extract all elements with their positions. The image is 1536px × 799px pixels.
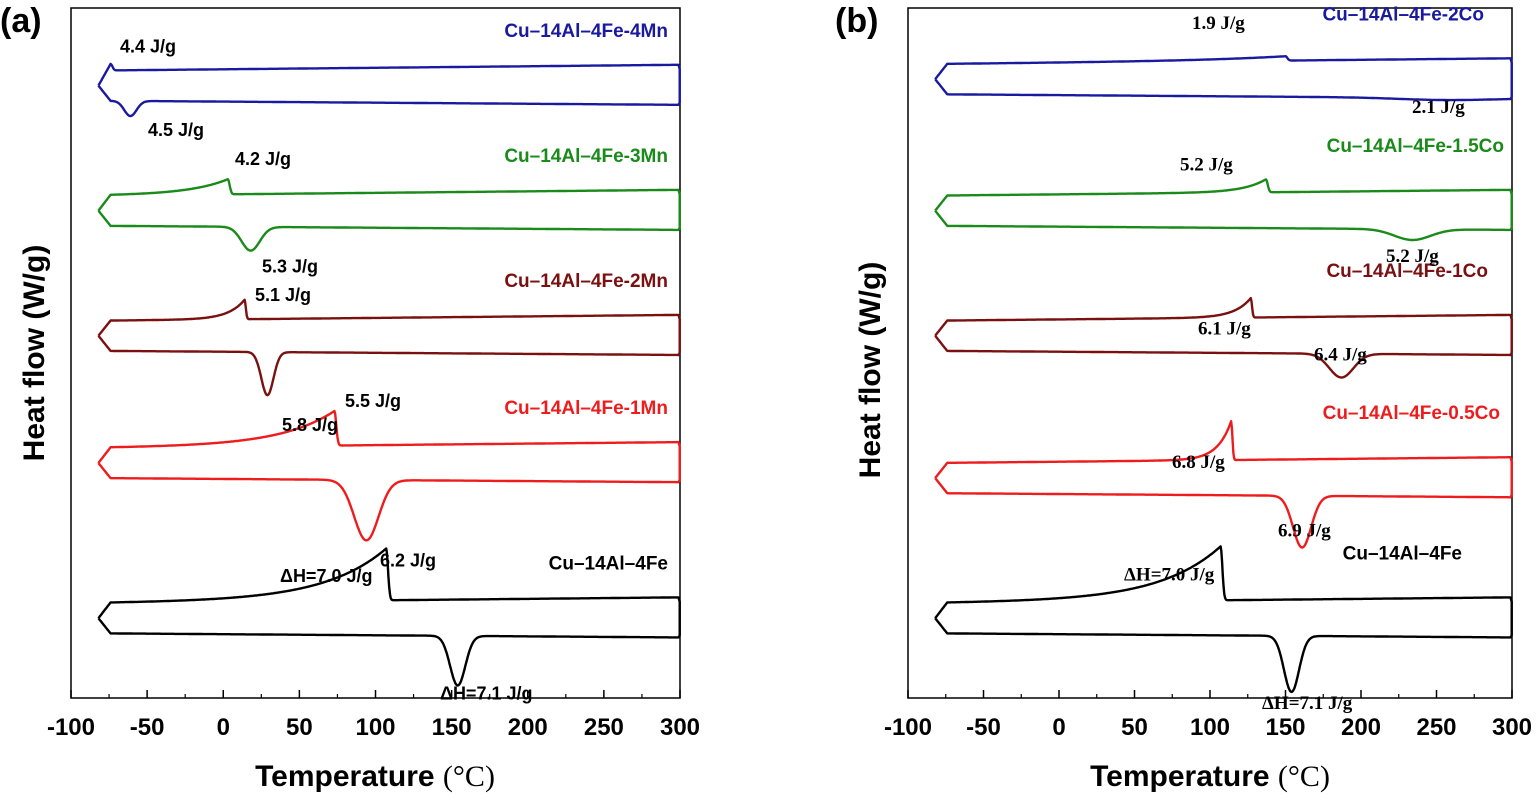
panel-a-series-2-cooling-enthalpy: 5.8 J/g xyxy=(282,415,338,435)
panel-b-label: (b) xyxy=(835,2,878,40)
panel-b-x-ticks: -100 -50 0 50 100 150 200 250 300 xyxy=(884,690,1532,741)
panel-b-series-4-heating-enthalpy: ΔH=7.0 J/g xyxy=(1124,565,1215,586)
panel-a-series-2-label: Cu–14Al–4Fe-2Mn xyxy=(504,271,668,292)
panel-b-series-2-cooling-enthalpy: 6.4 J/g xyxy=(1314,344,1367,365)
panel-a-series-0-label: Cu–14Al–4Fe-4Mn xyxy=(504,21,668,42)
panel-a-series-3-heating-enthalpy: 5.5 J/g xyxy=(345,391,401,411)
panel-a-curves xyxy=(97,62,681,687)
panel-b-x-tick-label-6: 200 xyxy=(1341,714,1381,741)
panel-a-series-0-heating-enthalpy: 4.4 J/g xyxy=(120,36,176,56)
panel-a-series-1-curve xyxy=(97,178,681,252)
panel-b-series-labels: Cu–14Al–4Fe-2Co Cu–14Al–4Fe-1.5Co Cu–14Al–… xyxy=(1322,4,1504,564)
panel-a: (a) -100 -50 0 50 100 150 200 250 300 Cu–14Al–4F… xyxy=(0,2,700,793)
panel-b-x-tick-label-3: 50 xyxy=(1121,714,1148,741)
panel-a-series-3-curve xyxy=(97,409,681,542)
panel-a-x-ticks: -100 -50 0 50 100 150 200 250 300 xyxy=(47,690,700,741)
panel-b-series-0-cooling-enthalpy: 2.1 J/g xyxy=(1412,97,1465,118)
panel-a-x-tick-label-8: 300 xyxy=(660,714,700,741)
panel-a-series-1-label: Cu–14Al–4Fe-3Mn xyxy=(504,146,668,167)
panel-b-x-tick-label-4: 100 xyxy=(1190,714,1230,741)
panel-a-series-0-cooling-enthalpy: 4.5 J/g xyxy=(148,120,204,140)
panel-a-series-4-cooling-enthalpy: ΔH=7.1 J/g xyxy=(440,683,532,703)
panel-b-x-axis-title: Temperature xyxy=(1090,760,1270,793)
panel-b-series-1-heating-enthalpy: 5.2 J/g xyxy=(1180,155,1233,176)
panel-b-x-tick-label-2: 0 xyxy=(1052,714,1065,741)
panel-a-x-axis-unit-open: ( xyxy=(443,760,453,793)
panel-a-series-4-curve xyxy=(97,547,681,687)
panel-a-x-tick-label-3: 50 xyxy=(286,714,313,741)
panel-b-series-0-label: Cu–14Al–4Fe-2Co xyxy=(1322,4,1484,25)
panel-b-x-tick-label-8: 300 xyxy=(1492,714,1532,741)
panel-a-series-labels: Cu–14Al–4Fe-4Mn Cu–14Al–4Fe-3Mn Cu–14Al–4F… xyxy=(504,21,668,575)
panel-b-series-3-heating-enthalpy: 6.8 J/g xyxy=(1172,452,1225,473)
panel-a-label: (a) xyxy=(0,2,42,40)
panel-a-series-2-heating-enthalpy: 5.1 J/g xyxy=(255,285,311,305)
panel-a-x-tick-label-7: 250 xyxy=(584,714,624,741)
panel-a-series-4-heating-enthalpy: ΔH=7.0 J/g xyxy=(280,566,372,586)
panel-a-x-axis-unit-close: ) xyxy=(485,760,495,793)
panel-b-x-tick-label-0: -100 xyxy=(884,714,932,741)
panel-b-series-3-cooling-enthalpy: 6.9 J/g xyxy=(1278,521,1331,542)
panel-b-series-4-label: Cu–14Al–4Fe xyxy=(1343,543,1462,564)
panel-a-series-4-label: Cu–14Al–4Fe xyxy=(549,553,668,574)
panel-a-series-3-cooling-enthalpy: 6.2 J/g xyxy=(380,550,436,570)
panel-b-series-0-curve xyxy=(934,55,1513,102)
panel-b-series-1-cooling-enthalpy: 5.2 J/g xyxy=(1386,246,1439,267)
panel-a-x-tick-label-2: 0 xyxy=(217,714,230,741)
panel-a-x-tick-label-1: -50 xyxy=(130,714,165,741)
panel-a-enthalpy-labels: 4.4 J/g 4.5 J/g 4.2 J/g 5.3 J/g 5.1 J/g 5.8 J… xyxy=(120,36,532,703)
panel-b-x-tick-label-5: 150 xyxy=(1265,714,1305,741)
panel-a-series-1-heating-enthalpy: 4.2 J/g xyxy=(235,149,291,169)
panel-b-series-3-curve xyxy=(934,420,1513,549)
panel-b-series-1-label: Cu–14Al–4Fe-1.5Co xyxy=(1327,136,1504,157)
panel-a-x-tick-label-5: 150 xyxy=(432,714,472,741)
panel-b-series-1-curve xyxy=(934,178,1513,242)
panel-b-x-tick-label-1: -50 xyxy=(966,714,1001,741)
panel-a-x-axis-title: Temperature xyxy=(255,760,435,793)
panel-a-y-axis-label: Heat flow (W/g) xyxy=(18,245,51,462)
panel-a-x-tick-label-6: 200 xyxy=(508,714,548,741)
panel-b-series-4-curve xyxy=(934,545,1513,694)
panel-a-x-tick-label-4: 100 xyxy=(355,714,395,741)
panel-b-x-tick-label-7: 250 xyxy=(1416,714,1456,741)
panel-a-x-axis-unit: °C xyxy=(453,760,485,793)
panel-b-series-2-label: Cu–14Al–4Fe-1Co xyxy=(1326,261,1488,282)
panel-b-x-axis-unit: °C xyxy=(1288,760,1320,793)
panel-b-series-2-curve xyxy=(934,296,1513,379)
panel-b-series-0-heating-enthalpy: 1.9 J/g xyxy=(1192,13,1245,34)
panel-a-series-3-label: Cu–14Al–4Fe-1Mn xyxy=(504,398,668,419)
panel-a-x-tick-label-0: -100 xyxy=(47,714,95,741)
panel-a-series-1-cooling-enthalpy: 5.3 J/g xyxy=(262,257,318,277)
panel-a-series-0-curve xyxy=(97,62,681,118)
panel-b-series-3-label: Cu–14Al–4Fe-0.5Co xyxy=(1323,403,1500,424)
panel-b-series-4-cooling-enthalpy: ΔH=7.1 J/g xyxy=(1262,693,1353,714)
panel-b-enthalpy-labels: 1.9 J/g 2.1 J/g 5.2 J/g 5.2 J/g 6.1 J/g 6.4 J… xyxy=(1124,13,1465,714)
panel-b-series-2-heating-enthalpy: 6.1 J/g xyxy=(1198,318,1251,339)
panel-b-curves xyxy=(934,55,1513,694)
panel-a-x-axis-label: Temperature (°C) xyxy=(255,760,495,793)
panel-b-x-axis-unit-open: ( xyxy=(1278,760,1288,793)
panel-b: (b) -100 -50 0 50 100 150 200 250 300 Cu–14Al–4F… xyxy=(835,2,1532,793)
panel-b-x-axis-unit-close: ) xyxy=(1320,760,1330,793)
panel-a-series-2-curve xyxy=(97,298,681,397)
panel-b-x-axis-label: Temperature (°C) xyxy=(1090,760,1330,793)
panel-b-y-axis-label: Heat flow (W/g) xyxy=(854,262,887,479)
